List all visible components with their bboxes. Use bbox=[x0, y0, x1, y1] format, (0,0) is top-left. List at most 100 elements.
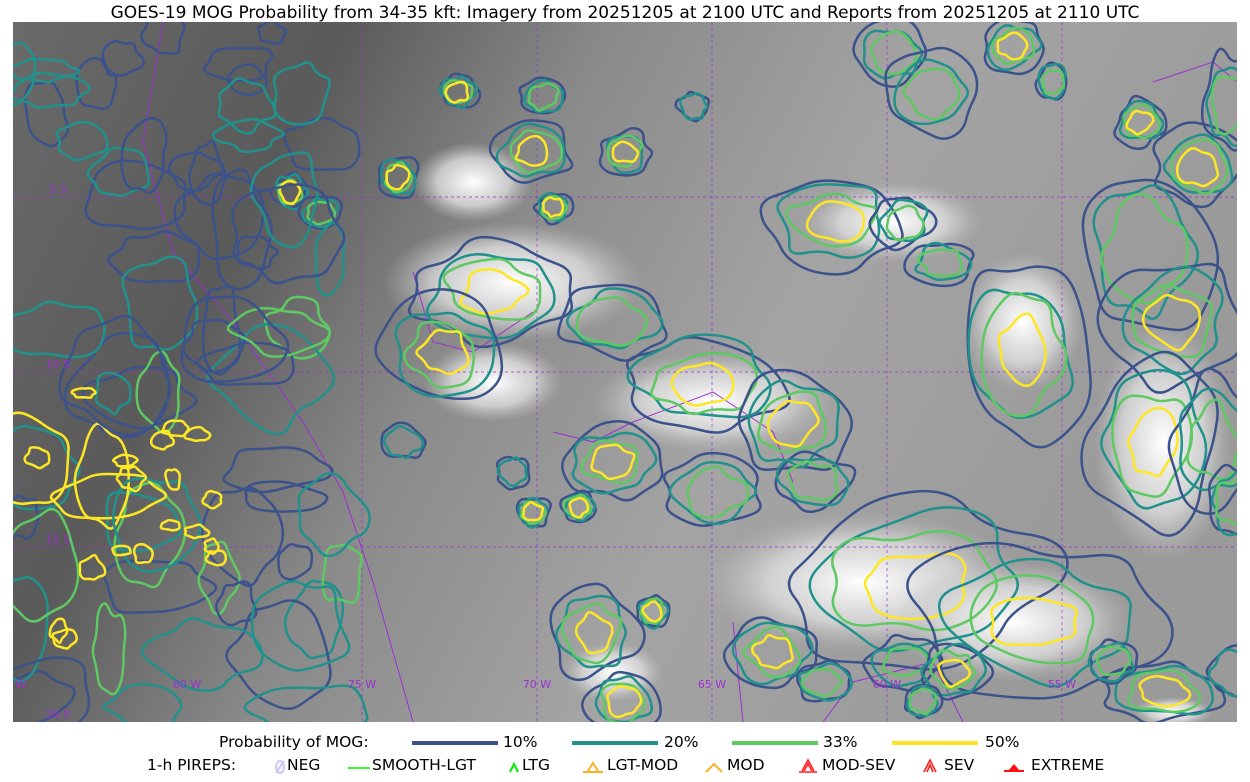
contour-10-percent bbox=[84, 159, 187, 231]
contour-33-percent bbox=[403, 320, 476, 389]
contour-50-percent bbox=[1127, 406, 1179, 478]
contour-10-percent bbox=[626, 335, 791, 434]
contour-33-percent bbox=[908, 688, 938, 716]
contour-10-percent bbox=[737, 368, 853, 471]
contour-10-percent bbox=[222, 446, 334, 494]
pirep-label-neg: NEG bbox=[287, 756, 321, 774]
contour-33-percent bbox=[226, 307, 332, 358]
contour-10-percent bbox=[225, 63, 269, 97]
contour-50-percent bbox=[542, 196, 565, 218]
contour-33-percent bbox=[757, 390, 827, 454]
contour-50-percent bbox=[606, 685, 643, 719]
contour-10-percent bbox=[380, 421, 427, 459]
contour-20-percent bbox=[13, 41, 37, 106]
longitude-label: 80 W bbox=[173, 678, 201, 691]
contour-50-percent bbox=[574, 611, 614, 655]
contour-50-percent bbox=[132, 542, 154, 565]
contour-50-percent bbox=[766, 399, 820, 448]
contour-33-percent bbox=[1126, 668, 1202, 714]
contour-20-percent bbox=[566, 287, 664, 350]
contour-10-percent bbox=[903, 683, 944, 720]
contour-33-percent bbox=[562, 493, 592, 519]
pirep-label-lgt-mod: LGT-MOD bbox=[607, 756, 679, 774]
contour-50-percent bbox=[459, 268, 531, 315]
contour-50-percent bbox=[385, 163, 411, 191]
contour-33-percent bbox=[869, 30, 918, 76]
contour-20-percent bbox=[571, 431, 658, 495]
contour-50-percent bbox=[590, 443, 636, 481]
country-border bbox=[412, 271, 534, 353]
contour-33-percent bbox=[1215, 477, 1237, 527]
contour-50-percent bbox=[159, 518, 181, 532]
contour-33-percent bbox=[969, 574, 1095, 665]
contour-20-percent bbox=[272, 61, 331, 126]
contour-20-percent bbox=[747, 379, 841, 469]
legend-label-20: 20% bbox=[664, 733, 699, 751]
contour-33-percent bbox=[980, 291, 1068, 418]
contour-20-percent bbox=[55, 120, 109, 162]
contour-50-percent bbox=[641, 600, 663, 623]
contour-50-percent bbox=[751, 633, 794, 670]
contour-33-percent bbox=[1096, 645, 1132, 677]
contour-10-percent bbox=[636, 594, 671, 628]
contour-33-percent bbox=[13, 507, 80, 623]
contour-33-percent bbox=[1131, 283, 1214, 359]
contour-10-percent bbox=[120, 116, 168, 194]
legend-swatch-20 bbox=[572, 741, 658, 745]
contour-10-percent bbox=[581, 670, 662, 722]
contour-10-percent bbox=[202, 46, 274, 82]
contour-20-percent bbox=[425, 252, 556, 340]
contour-10-percent bbox=[662, 451, 762, 527]
longitude-label: 85 W bbox=[13, 678, 26, 691]
contour-20-percent bbox=[206, 323, 336, 436]
contour-33-percent bbox=[991, 26, 1035, 66]
contour-33-percent bbox=[509, 129, 564, 174]
contour-33-percent bbox=[1210, 75, 1237, 136]
chart-title: GOES-19 MOG Probability from 34-35 kft: … bbox=[110, 3, 1140, 23]
contour-50-percent bbox=[278, 179, 302, 206]
contour-50-percent bbox=[1175, 147, 1220, 188]
longitude-label: 55 W bbox=[1048, 678, 1076, 691]
legend-swatch-10 bbox=[412, 741, 498, 745]
contour-20-percent bbox=[140, 617, 264, 692]
cloud-area bbox=[413, 142, 533, 222]
contour-10-percent bbox=[1096, 262, 1237, 394]
legend-swatch-50 bbox=[892, 741, 978, 745]
contour-33-percent bbox=[741, 625, 802, 679]
contour-50-percent bbox=[51, 628, 79, 650]
contour-33-percent bbox=[561, 602, 623, 665]
contour-50-percent bbox=[514, 134, 549, 167]
contour-20-percent bbox=[523, 78, 565, 114]
contour-50-percent bbox=[990, 596, 1079, 647]
contour-20-percent bbox=[594, 675, 653, 722]
contour-33-percent bbox=[575, 296, 648, 347]
latitude-label: 20 S bbox=[46, 708, 70, 721]
contour-10-percent bbox=[884, 46, 979, 140]
contour-20-percent bbox=[808, 506, 1019, 653]
legend-label-50: 50% bbox=[985, 733, 1020, 751]
contour-10-percent bbox=[903, 242, 975, 288]
contour-33-percent bbox=[580, 439, 639, 485]
contour-20-percent bbox=[394, 311, 496, 398]
contour-10-percent bbox=[180, 295, 290, 383]
contour-20-percent bbox=[893, 58, 970, 126]
contour-10-percent bbox=[13, 494, 41, 540]
double-caret-icon bbox=[923, 758, 937, 773]
satellite-map: 85 W 80 W 75 W 70 W 65 W 60 W 55 W 5 S 10 S 15 S 2… bbox=[13, 22, 1237, 722]
contour-20-percent bbox=[937, 557, 1132, 688]
contour-10-percent bbox=[140, 22, 186, 55]
contour-10-percent bbox=[13, 670, 76, 722]
contour-50-percent bbox=[149, 429, 176, 451]
contour-20-percent bbox=[297, 472, 371, 558]
contour-50-percent bbox=[415, 328, 470, 376]
contour-20-percent bbox=[1205, 66, 1237, 147]
contour-20-percent bbox=[212, 118, 285, 154]
contour-10-percent bbox=[559, 489, 598, 524]
contour-33-percent bbox=[902, 67, 961, 121]
contour-20-percent bbox=[920, 642, 987, 697]
contour-20-percent bbox=[243, 684, 369, 722]
contour-10-percent bbox=[201, 285, 242, 376]
contour-50-percent bbox=[444, 80, 470, 104]
cloud-area bbox=[963, 252, 1083, 392]
contour-20-percent bbox=[776, 183, 881, 259]
